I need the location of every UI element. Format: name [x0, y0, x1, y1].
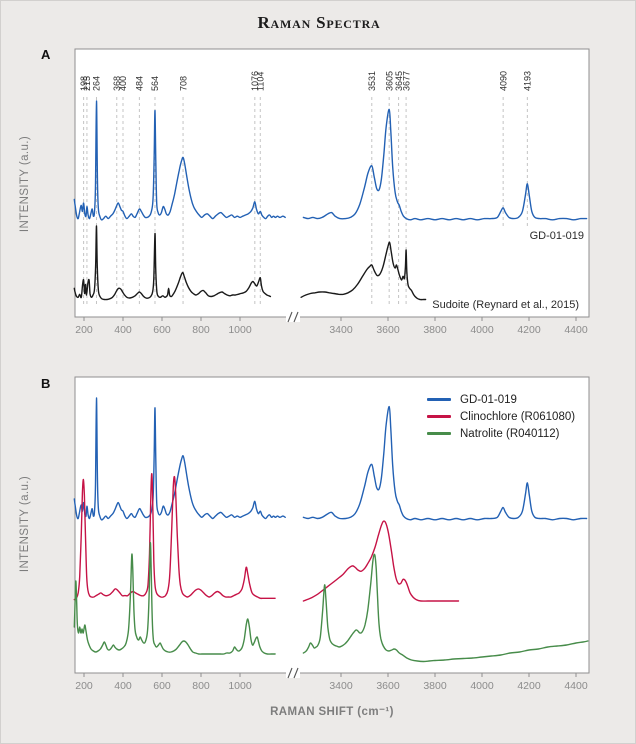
tick-label-1000-panel-A: 1000 [228, 324, 252, 336]
axis-break-slash [293, 311, 299, 323]
axis-break-slash [287, 311, 293, 323]
series-natrolite-right-panel-B [302, 553, 589, 663]
annotation-gd-01-019: GD-01-019 [529, 230, 584, 242]
peak-label-4090: 4090 [498, 71, 508, 91]
legend-label: GD-01-019 [460, 393, 517, 406]
legend-label: Clinochlore (R061080) [460, 410, 576, 423]
peak-label-3531: 3531 [367, 71, 377, 91]
tick-label-200-panel-B: 200 [75, 680, 93, 692]
figure-title: Raman Spectra [257, 13, 381, 32]
annotation-sudoite: Sudoite (Reynard et al., 2015) [432, 299, 579, 311]
tick-label-4200-panel-B: 4200 [517, 680, 541, 692]
tick-label-3800-panel-B: 3800 [423, 680, 447, 692]
tick-label-3400-panel-B: 3400 [329, 680, 353, 692]
tick-label-800-panel-A: 800 [192, 324, 210, 336]
peak-label-215: 215 [82, 76, 92, 91]
tick-label-4000-panel-B: 4000 [470, 680, 494, 692]
series-gd-right-panel-B [302, 405, 588, 521]
series-clinochlore-right-panel-B [302, 520, 460, 602]
peak-label-484: 484 [135, 76, 145, 91]
axis-break-gap-panel-B [286, 668, 300, 678]
legend-line-green [427, 432, 451, 435]
panel-a-label: A [41, 47, 51, 62]
peak-label-400: 400 [118, 76, 128, 91]
peak-label-708: 708 [178, 76, 188, 91]
series-gd-left-panel-A [73, 100, 286, 221]
tick-label-3600-panel-A: 3600 [376, 324, 400, 336]
peak-label-264: 264 [92, 76, 102, 91]
tick-label-1000-panel-B: 1000 [228, 680, 252, 692]
x-axis-label: RAMAN SHIFT (cm⁻¹) [270, 706, 394, 718]
tick-label-4400-panel-B: 4400 [564, 680, 588, 692]
series-gd-right-panel-A [302, 108, 588, 221]
tick-label-3800-panel-A: 3800 [423, 324, 447, 336]
series-sudoite-right-panel-A [300, 241, 427, 301]
peak-label-3677: 3677 [401, 71, 411, 91]
peak-label-3645: 3645 [394, 71, 404, 91]
y-axis-label-panel-a: INTENSITY (a.u.) [19, 135, 31, 233]
tick-label-200-panel-A: 200 [75, 324, 93, 336]
series-gd-left-panel-B [73, 397, 286, 521]
tick-label-600-panel-A: 600 [153, 324, 171, 336]
peak-label-4193: 4193 [523, 71, 533, 91]
legend-label: Natrolite (R040112) [460, 427, 560, 440]
series-natrolite-left-panel-B [73, 542, 276, 655]
tick-label-3400-panel-A: 3400 [329, 324, 353, 336]
legend-item-gd-01-019: GD-01-019 [427, 391, 575, 408]
series-sudoite-left-panel-A [73, 225, 272, 301]
panel-B-plot-area [74, 376, 590, 674]
tick-label-4200-panel-A: 4200 [517, 324, 541, 336]
axis-break-slash [287, 667, 293, 679]
axis-break-slash [293, 667, 299, 679]
peak-label-1104: 1104 [255, 72, 265, 91]
tick-label-3600-panel-B: 3600 [376, 680, 400, 692]
legend: GD-01-019 Clinochlore (R061080) Natrolit… [427, 391, 575, 442]
tick-label-600-panel-B: 600 [153, 680, 171, 692]
tick-label-800-panel-B: 800 [192, 680, 210, 692]
series-clinochlore-left-panel-B [73, 473, 276, 601]
peak-label-368: 368 [112, 76, 122, 91]
peak-label-1076: 1076 [250, 71, 260, 91]
peak-label-3605: 3605 [384, 71, 394, 91]
panel-b-label: B [41, 376, 51, 391]
legend-line-blue [427, 398, 451, 401]
legend-line-crimson [427, 415, 451, 418]
peak-label-198: 198 [79, 76, 89, 91]
tick-label-4400-panel-A: 4400 [564, 324, 588, 336]
tick-label-400-panel-B: 400 [114, 680, 132, 692]
tick-label-4000-panel-A: 4000 [470, 324, 494, 336]
axis-break-gap-panel-A [286, 312, 300, 322]
y-axis-label-panel-b: INTENSITY (a.u.) [19, 475, 31, 573]
legend-item-clinochlore: Clinochlore (R061080) [427, 408, 575, 425]
tick-label-400-panel-A: 400 [114, 324, 132, 336]
legend-item-natrolite: Natrolite (R040112) [427, 425, 575, 442]
peak-label-564: 564 [150, 76, 160, 91]
